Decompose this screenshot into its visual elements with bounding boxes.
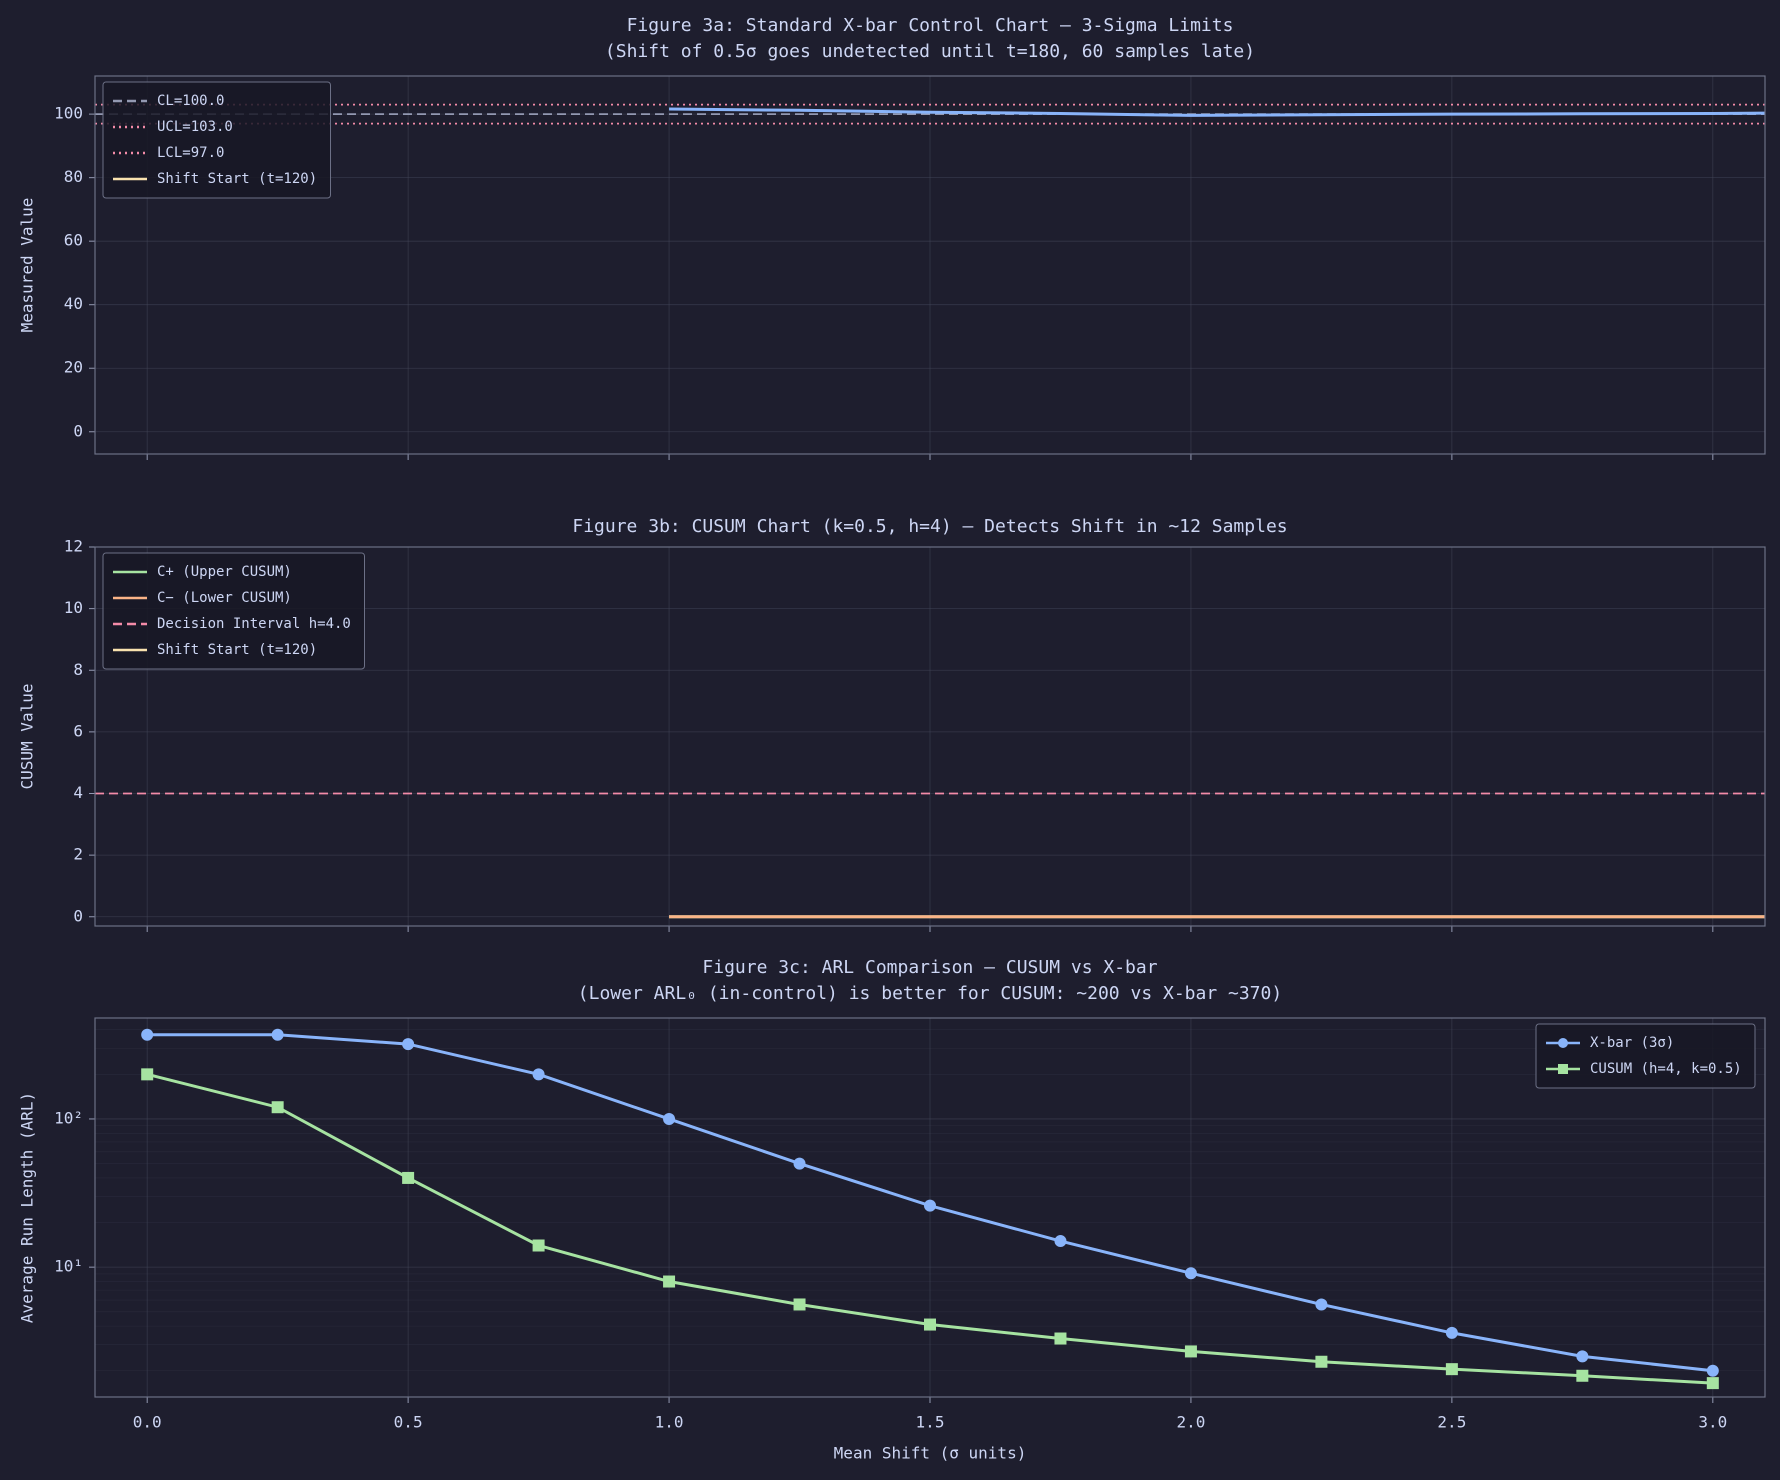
x-tick-label: 0.0 bbox=[133, 1413, 162, 1432]
legend-marker bbox=[1558, 1064, 1568, 1074]
marker bbox=[1054, 1235, 1067, 1248]
axes-frame bbox=[94, 1017, 1766, 1398]
marker bbox=[924, 1318, 936, 1331]
marker bbox=[402, 1171, 415, 1184]
marker bbox=[532, 1068, 545, 1081]
y-tick-label: 10 bbox=[64, 598, 83, 617]
legend-label: CUSUM (h=4, k=0.5) bbox=[1590, 1061, 1742, 1077]
y-tick-label: 20 bbox=[64, 358, 83, 377]
marker bbox=[1054, 1332, 1067, 1345]
legend-label: LCL=97.0 bbox=[157, 145, 224, 161]
plot-content bbox=[95, 103, 1765, 125]
marker bbox=[1315, 1298, 1328, 1311]
marker bbox=[663, 1275, 676, 1288]
y-tick-label: 6 bbox=[73, 721, 83, 740]
plot-content bbox=[141, 1028, 1719, 1390]
y-tick-label: 80 bbox=[64, 167, 83, 186]
marker bbox=[1706, 1377, 1719, 1390]
marker bbox=[1184, 1267, 1197, 1280]
marker bbox=[271, 1028, 284, 1041]
y-tick-label: 60 bbox=[64, 231, 83, 250]
marker bbox=[663, 1112, 676, 1125]
marker bbox=[532, 1239, 545, 1252]
y-tick-label: 40 bbox=[64, 294, 83, 313]
legend-label: C+ (Upper CUSUM) bbox=[157, 564, 292, 580]
x-tick-label: 1.0 bbox=[655, 1413, 684, 1432]
marker bbox=[1184, 1345, 1197, 1358]
x-tick-label: 2.5 bbox=[1437, 1413, 1466, 1432]
y-tick-label: 10¹ bbox=[54, 1257, 83, 1276]
legend-box bbox=[102, 552, 365, 670]
legend-label: Shift Start (t=120) bbox=[157, 642, 317, 658]
plot-content bbox=[95, 792, 1765, 919]
marker bbox=[1445, 1363, 1458, 1376]
legend-marker bbox=[1558, 1038, 1568, 1048]
y-axis-label: CUSUM Value bbox=[18, 684, 37, 790]
marker bbox=[141, 1068, 154, 1081]
marker bbox=[1706, 1364, 1719, 1377]
legend-box bbox=[102, 81, 331, 199]
marker bbox=[793, 1157, 806, 1170]
legend-label: Decision Interval h=4.0 bbox=[157, 616, 351, 632]
marker bbox=[141, 1028, 154, 1041]
axes-frame bbox=[94, 546, 1766, 927]
x-axis-label: Mean Shift (σ units) bbox=[834, 1444, 1027, 1463]
legend-box bbox=[1535, 1023, 1756, 1089]
chart-title: Figure 3a: Standard X-bar Control Chart … bbox=[627, 15, 1234, 36]
x-tick-label: 0.5 bbox=[394, 1413, 423, 1432]
marker bbox=[924, 1199, 936, 1212]
marker bbox=[402, 1038, 415, 1051]
legend-label: Shift Start (t=120) bbox=[157, 171, 317, 187]
marker bbox=[1315, 1355, 1328, 1368]
x-tick-label: 3.0 bbox=[1698, 1413, 1727, 1432]
chart-subtitle: (Shift of 0.5σ goes undetected until t=1… bbox=[605, 41, 1255, 62]
y-tick-label: 8 bbox=[73, 660, 83, 679]
legend-label: C− (Lower CUSUM) bbox=[157, 590, 292, 606]
y-tick-label: 12 bbox=[64, 537, 83, 556]
y-axis-label: Measured Value bbox=[18, 198, 37, 333]
y-tick-label: 2 bbox=[73, 845, 83, 864]
marker bbox=[1445, 1326, 1458, 1339]
chart-title: Figure 3b: CUSUM Chart (k=0.5, h=4) — De… bbox=[572, 516, 1287, 537]
y-tick-label: 0 bbox=[73, 421, 83, 440]
marker bbox=[793, 1298, 806, 1311]
axes-frame bbox=[94, 75, 1766, 455]
y-tick-label: 0 bbox=[73, 906, 83, 925]
series-line bbox=[669, 107, 1765, 117]
y-axis-label: Average Run Length (ARL) bbox=[18, 1092, 37, 1323]
marker bbox=[1576, 1350, 1589, 1363]
marker bbox=[271, 1101, 284, 1114]
y-tick-label: 100 bbox=[54, 104, 83, 123]
chart-subtitle: (Lower ARL₀ (in-control) is better for C… bbox=[578, 983, 1282, 1004]
legend-label: X-bar (3σ) bbox=[1590, 1035, 1674, 1051]
legend-label: UCL=103.0 bbox=[157, 119, 233, 135]
y-tick-label: 4 bbox=[73, 783, 83, 802]
y-tick-label: 10² bbox=[54, 1108, 83, 1127]
x-tick-label: 2.0 bbox=[1176, 1413, 1205, 1432]
chart-title: Figure 3c: ARL Comparison — CUSUM vs X-b… bbox=[702, 957, 1157, 978]
x-tick-label: 1.5 bbox=[916, 1413, 945, 1432]
marker bbox=[1576, 1369, 1589, 1382]
legend-label: CL=100.0 bbox=[157, 93, 224, 109]
